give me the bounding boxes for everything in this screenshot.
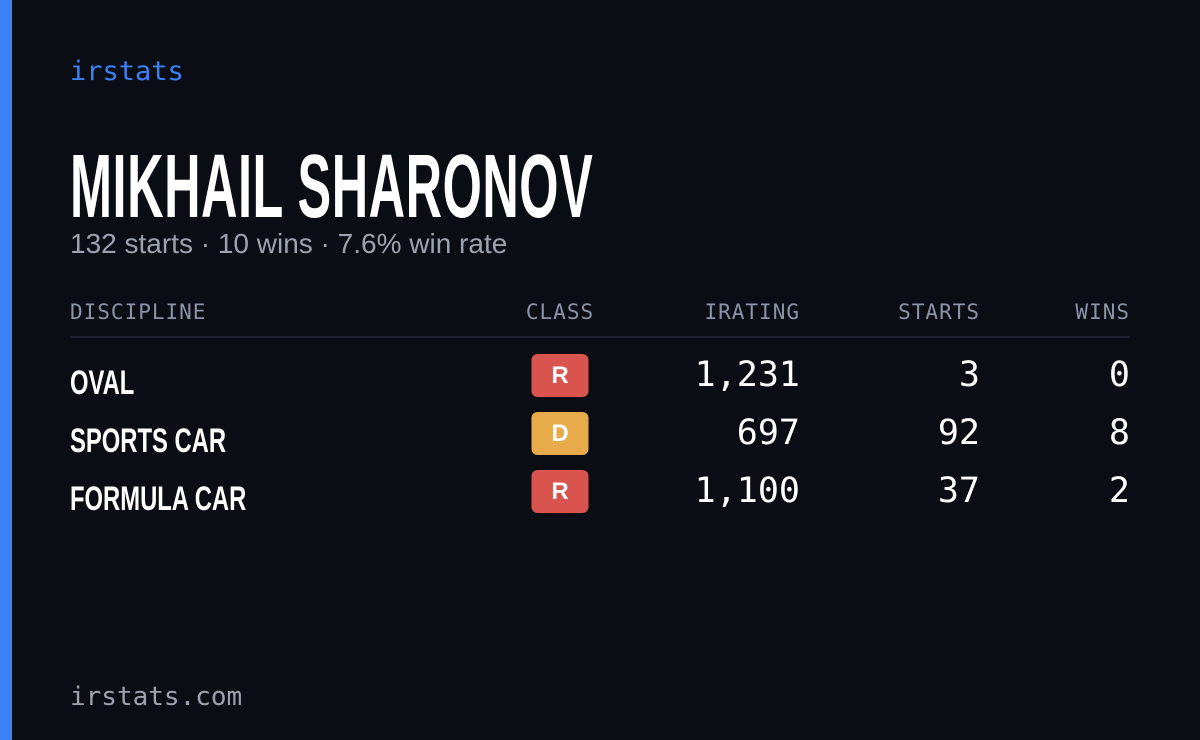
discipline: SPORTS CAR — [70, 422, 227, 460]
stat-value: 8 — [1108, 413, 1130, 453]
summary: 132 starts · 10 wins · 7.6% win rate — [70, 228, 508, 259]
column-header: WINS — [1075, 300, 1130, 324]
stat-value: 2 — [1108, 471, 1130, 511]
column-header: IRATING — [704, 300, 800, 324]
discipline: FORMULA CAR — [70, 480, 247, 518]
class-badge: R — [531, 470, 589, 513]
discipline: OVAL — [70, 364, 135, 402]
stat-value: 37 — [937, 471, 980, 511]
brand: irstats — [70, 56, 184, 87]
stat-value: 92 — [937, 413, 980, 453]
stat-value: 3 — [958, 355, 980, 395]
class-badge: R — [531, 354, 589, 397]
accent-bar — [0, 0, 12, 740]
stat-value: 1,231 — [694, 355, 800, 395]
column-header: CLASS — [525, 300, 595, 324]
footer: irstats.com — [70, 682, 243, 712]
stat-value: 697 — [736, 413, 800, 453]
column-header: DISCIPLINE — [70, 300, 207, 324]
header-rule — [70, 336, 1130, 338]
stat-value: 0 — [1108, 355, 1130, 395]
player-name: MIKHAIL SHARONOV — [70, 137, 594, 237]
stat-value: 1,100 — [694, 471, 800, 511]
class-badge: D — [531, 412, 589, 455]
column-header: STARTS — [898, 300, 980, 324]
